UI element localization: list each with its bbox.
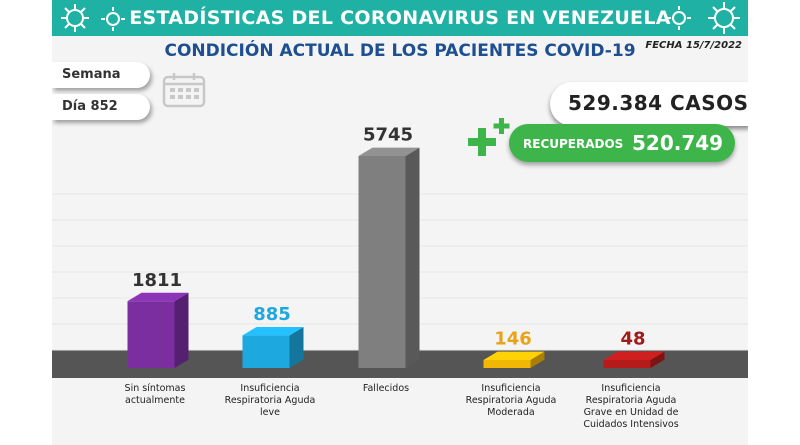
title-banner: ESTADÍSTICAS DEL CORONAVIRUS EN VENEZUEL… (52, 0, 748, 36)
bar-value-label: 1811 (132, 270, 182, 291)
virus-icon (101, 7, 125, 31)
bar (358, 147, 420, 368)
virus-icon (667, 6, 691, 30)
bar-value-label: 885 (253, 304, 291, 325)
category-label: Fallecidos (362, 383, 410, 394)
recovered-box: RECUPERADOS 520.749 (509, 124, 735, 162)
calendar-icon (162, 73, 206, 108)
recovered-label: RECUPERADOS (523, 137, 624, 151)
category-label: Insuficiencia Respiratoria Aguda Grave e… (583, 383, 679, 430)
category-label: Sin síntomas actualmente (124, 383, 186, 406)
bar-value-label: 5745 (363, 125, 413, 146)
bar (483, 351, 545, 368)
bar (603, 351, 665, 368)
recovered-value: 520.749 (632, 131, 724, 155)
bar-value-label: 48 (620, 329, 645, 350)
plus-icon (468, 118, 510, 156)
main-title: ESTADÍSTICAS DEL CORONAVIRUS EN VENEZUEL… (129, 7, 671, 29)
bar-value-label: 146 (494, 329, 532, 350)
infographic: ESTADÍSTICAS DEL CORONAVIRUS EN VENEZUEL… (52, 0, 748, 445)
day-badge: Día 852 (52, 94, 150, 120)
total-cases: 529.384 CASOS (568, 91, 748, 115)
total-cases-box: 529.384 CASOS (550, 82, 748, 126)
bar (127, 292, 189, 368)
virus-icon (61, 4, 89, 32)
virus-icon (708, 2, 740, 34)
date-label: FECHA 15/7/2022 (645, 40, 742, 51)
category-label: Insuficiencia Respiratoria Aguda leve (224, 383, 316, 418)
bar-chart: 1811 885 5745 146 48 (52, 125, 748, 368)
subtitle: CONDICIÓN ACTUAL DE LOS PACIENTES COVID-… (164, 41, 636, 61)
bar (242, 326, 304, 368)
category-label: Insuficiencia Respiratoria Aguda Moderad… (465, 383, 557, 418)
